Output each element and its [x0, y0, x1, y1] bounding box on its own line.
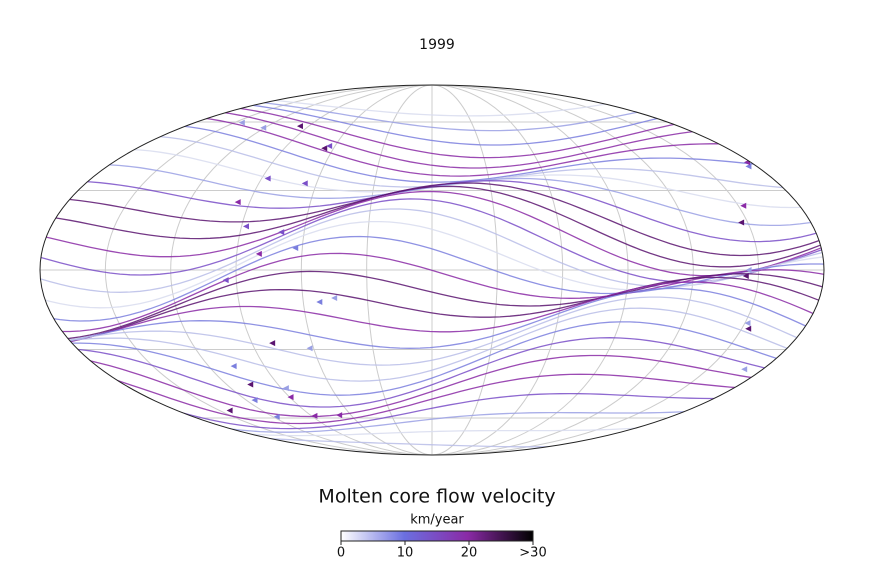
- flow-arrow: [741, 366, 748, 373]
- streamline: [40, 385, 824, 433]
- flow-arrow: [287, 394, 294, 401]
- flow-arrow: [269, 340, 276, 347]
- colorbar-tick-label: >30: [519, 546, 546, 561]
- colorbar-tick-label: 20: [461, 546, 478, 561]
- flow-arrow: [292, 244, 299, 251]
- flow-arrow: [745, 129, 752, 136]
- flow-arrow: [739, 119, 746, 126]
- flow-arrow: [273, 413, 280, 420]
- streamline: [40, 361, 824, 425]
- flow-arrow: [311, 412, 318, 419]
- streamline: [40, 85, 824, 117]
- flow-arrow: [278, 229, 285, 236]
- flow-arrow: [234, 199, 241, 206]
- colorbar-tick-label: 0: [337, 546, 345, 561]
- flow-arrow: [260, 124, 267, 131]
- colorbar-unit: km/year: [410, 513, 464, 528]
- flow-arrow: [222, 277, 229, 284]
- flow-arrow: [743, 132, 750, 139]
- flow-arrow: [226, 407, 233, 414]
- streamline: [40, 287, 824, 349]
- globe-outline: [39, 84, 825, 456]
- flow-arrow: [251, 397, 258, 404]
- flow-arrow: [242, 223, 249, 230]
- streamline: [40, 114, 824, 177]
- streamline: [40, 185, 824, 268]
- flow-arrow: [326, 143, 333, 150]
- streamline: [40, 164, 824, 227]
- flow-arrow: [301, 180, 308, 187]
- flow-arrow: [331, 294, 338, 301]
- streamline: [40, 352, 824, 418]
- flow-arrow: [264, 175, 271, 182]
- colorbar-ticks: 0 10 20 >30: [337, 541, 547, 561]
- flow-arrow: [316, 298, 323, 305]
- streamline: [40, 270, 824, 341]
- streamline: [40, 198, 824, 283]
- streamline: [40, 337, 824, 408]
- streamline: [40, 276, 824, 346]
- streamline: [40, 148, 824, 209]
- flow-arrow: [744, 414, 751, 421]
- streamline: [40, 372, 824, 430]
- flow-arrow: [247, 381, 254, 388]
- flow-arrow: [296, 123, 303, 130]
- flow-arrow: [230, 363, 237, 370]
- flow-arrow: [745, 267, 752, 273]
- streamline: [40, 307, 824, 382]
- streamline: [40, 208, 824, 293]
- streamline: [40, 180, 824, 243]
- flow-arrow: [306, 345, 313, 352]
- streamline: [40, 220, 824, 309]
- streamline: [40, 235, 824, 322]
- colorbar-tick-label: 10: [397, 546, 414, 561]
- flow-arrow: [282, 385, 289, 392]
- flow-arrow: [238, 119, 245, 126]
- flow-arrow: [744, 320, 751, 327]
- flow-arrow: [738, 219, 745, 226]
- colorbar: [340, 530, 534, 542]
- streamline: [40, 281, 824, 349]
- globe: [40, 85, 824, 455]
- streamline: [40, 190, 824, 277]
- streamline: [40, 103, 824, 159]
- streamline: [40, 321, 824, 396]
- flow-arrow: [742, 273, 749, 280]
- streamline: [40, 296, 824, 366]
- flow-arrow: [742, 406, 749, 413]
- map-title: 1999: [419, 37, 455, 53]
- colorbar-title: Molten core flow velocity: [318, 486, 555, 508]
- flow-arrow: [740, 202, 747, 209]
- streamline: [40, 85, 824, 132]
- flow-arrow: [745, 325, 752, 332]
- streamline: [40, 410, 824, 448]
- flow-arrow: [321, 145, 328, 152]
- flow-arrow: [255, 250, 262, 257]
- streamline: [40, 96, 824, 146]
- streamline: [40, 182, 824, 257]
- streamline: [40, 108, 824, 169]
- flow-arrow: [336, 412, 343, 419]
